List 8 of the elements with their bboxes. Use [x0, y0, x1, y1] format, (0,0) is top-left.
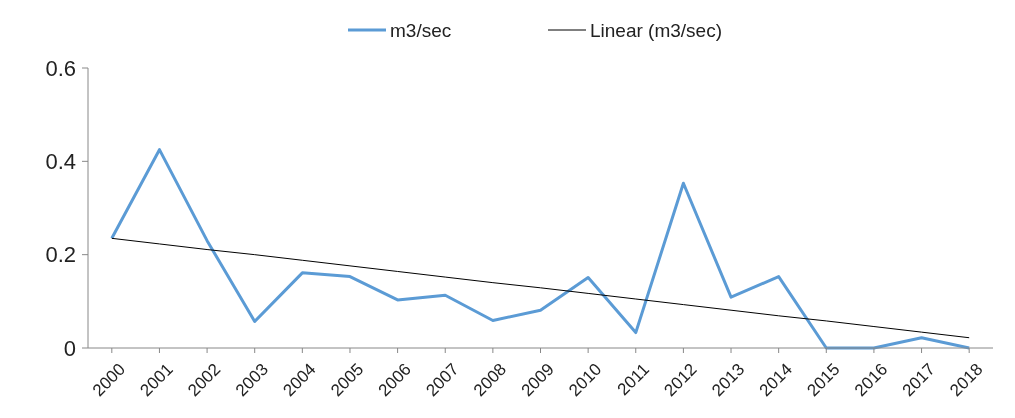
- y-tick-label: 0.2: [45, 242, 76, 268]
- line-series: [111, 237, 970, 339]
- line-series: [110, 148, 971, 350]
- legend-label: m3/sec: [390, 19, 452, 41]
- legend-label: Linear (m3/sec): [590, 19, 722, 41]
- y-tick-label: 0: [63, 335, 76, 361]
- y-tick-label: 0.4: [45, 149, 76, 175]
- y-tick-label: 0.6: [45, 55, 76, 81]
